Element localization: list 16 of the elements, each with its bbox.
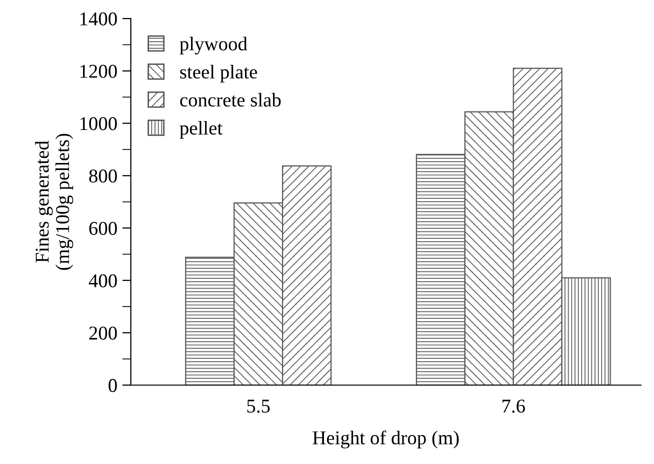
x-tick-label: 7.6	[502, 400, 525, 413]
x-axis-title: Height of drop (m)	[312, 430, 459, 448]
y-tick-label: 400	[88, 274, 117, 288]
y-axis-title: Fines generated (mg/100g pellets)	[35, 134, 74, 270]
y-tick-label: 1000	[80, 117, 117, 130]
legend-label: concrete slab	[180, 92, 281, 107]
legend-label: plywood	[180, 36, 248, 54]
y-tick-label: 1200	[80, 64, 117, 78]
legend-label: pellet	[180, 120, 222, 139]
y-tick-label: 200	[89, 326, 117, 340]
y-tick-label: 1400	[80, 12, 117, 26]
x-tick-label: 5.5	[247, 400, 270, 413]
y-tick-label: 800	[89, 169, 117, 183]
y-tick-label: 600	[89, 222, 117, 235]
legend-label: steel plate	[180, 64, 258, 83]
y-tick-label: 0	[108, 378, 117, 392]
